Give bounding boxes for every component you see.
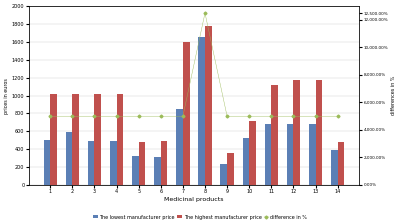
Bar <box>249 121 256 185</box>
Bar <box>183 42 190 185</box>
Bar <box>88 141 94 185</box>
difference in % <box>158 115 163 118</box>
Bar <box>44 140 50 185</box>
Bar <box>154 157 161 185</box>
difference in % <box>70 115 75 118</box>
difference in % <box>202 12 207 14</box>
Bar <box>265 124 271 185</box>
Legend: The lowest manufacturer price, The highest manufacturer price, difference in %: The lowest manufacturer price, The highe… <box>91 213 309 222</box>
difference in % <box>136 115 141 118</box>
Bar <box>139 142 145 185</box>
Y-axis label: prices in euros: prices in euros <box>4 78 9 114</box>
difference in % <box>180 115 185 118</box>
difference in % <box>291 115 296 118</box>
difference in % <box>225 115 230 118</box>
Bar <box>293 80 300 185</box>
difference in % <box>335 115 340 118</box>
Bar <box>110 141 116 185</box>
Bar <box>316 80 322 185</box>
Bar <box>205 26 212 185</box>
difference in % <box>313 115 318 118</box>
X-axis label: Medicinal products: Medicinal products <box>164 197 224 202</box>
Bar <box>66 132 72 185</box>
Bar <box>220 164 227 185</box>
Bar <box>161 141 168 185</box>
difference in % <box>114 115 119 118</box>
Line: difference in %: difference in % <box>49 12 339 117</box>
Y-axis label: differences in %: differences in % <box>391 76 396 115</box>
Bar <box>176 109 183 185</box>
Bar <box>50 94 57 185</box>
Bar <box>331 150 338 185</box>
difference in % <box>92 115 97 118</box>
Bar <box>116 94 123 185</box>
difference in % <box>247 115 252 118</box>
difference in % <box>48 115 53 118</box>
Bar <box>287 124 293 185</box>
difference in % <box>269 115 274 118</box>
Bar <box>227 153 234 185</box>
Bar <box>198 37 205 185</box>
Bar <box>271 85 278 185</box>
Bar <box>338 142 344 185</box>
Bar <box>94 94 101 185</box>
Bar <box>242 138 249 185</box>
Bar <box>72 94 79 185</box>
Bar <box>309 124 316 185</box>
Bar <box>132 156 139 185</box>
